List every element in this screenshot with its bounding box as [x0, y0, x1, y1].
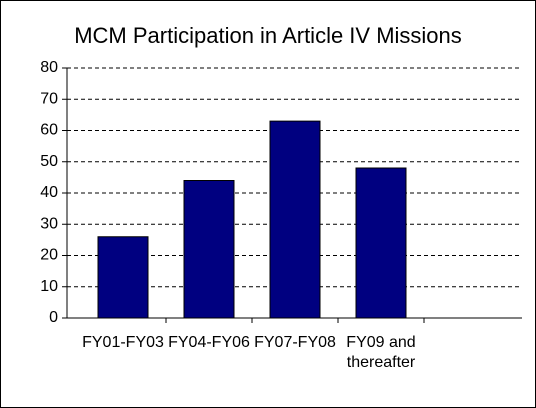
- y-tick-label: 40: [40, 184, 58, 201]
- y-tick-label: 20: [40, 247, 58, 264]
- x-tick-label: FY01-FY03: [82, 334, 164, 351]
- y-tick-label: 0: [49, 309, 58, 326]
- y-tick-label: 80: [40, 59, 58, 76]
- bar: [183, 180, 235, 319]
- y-tick-label: 60: [40, 122, 58, 139]
- y-tick-label: 50: [40, 153, 58, 170]
- bar: [269, 120, 321, 319]
- bar: [355, 167, 407, 319]
- chart-title: MCM Participation in Article IV Missions: [74, 23, 462, 48]
- x-tick-label: FY04-FY06: [168, 334, 250, 351]
- x-tick-label: FY09 and thereafter: [346, 334, 416, 371]
- x-tick-label: FY07-FY08: [254, 334, 336, 351]
- y-tick-label: 30: [40, 215, 58, 232]
- bar: [97, 236, 149, 319]
- y-tick-label: 70: [40, 90, 58, 107]
- y-tick-label: 10: [40, 278, 58, 295]
